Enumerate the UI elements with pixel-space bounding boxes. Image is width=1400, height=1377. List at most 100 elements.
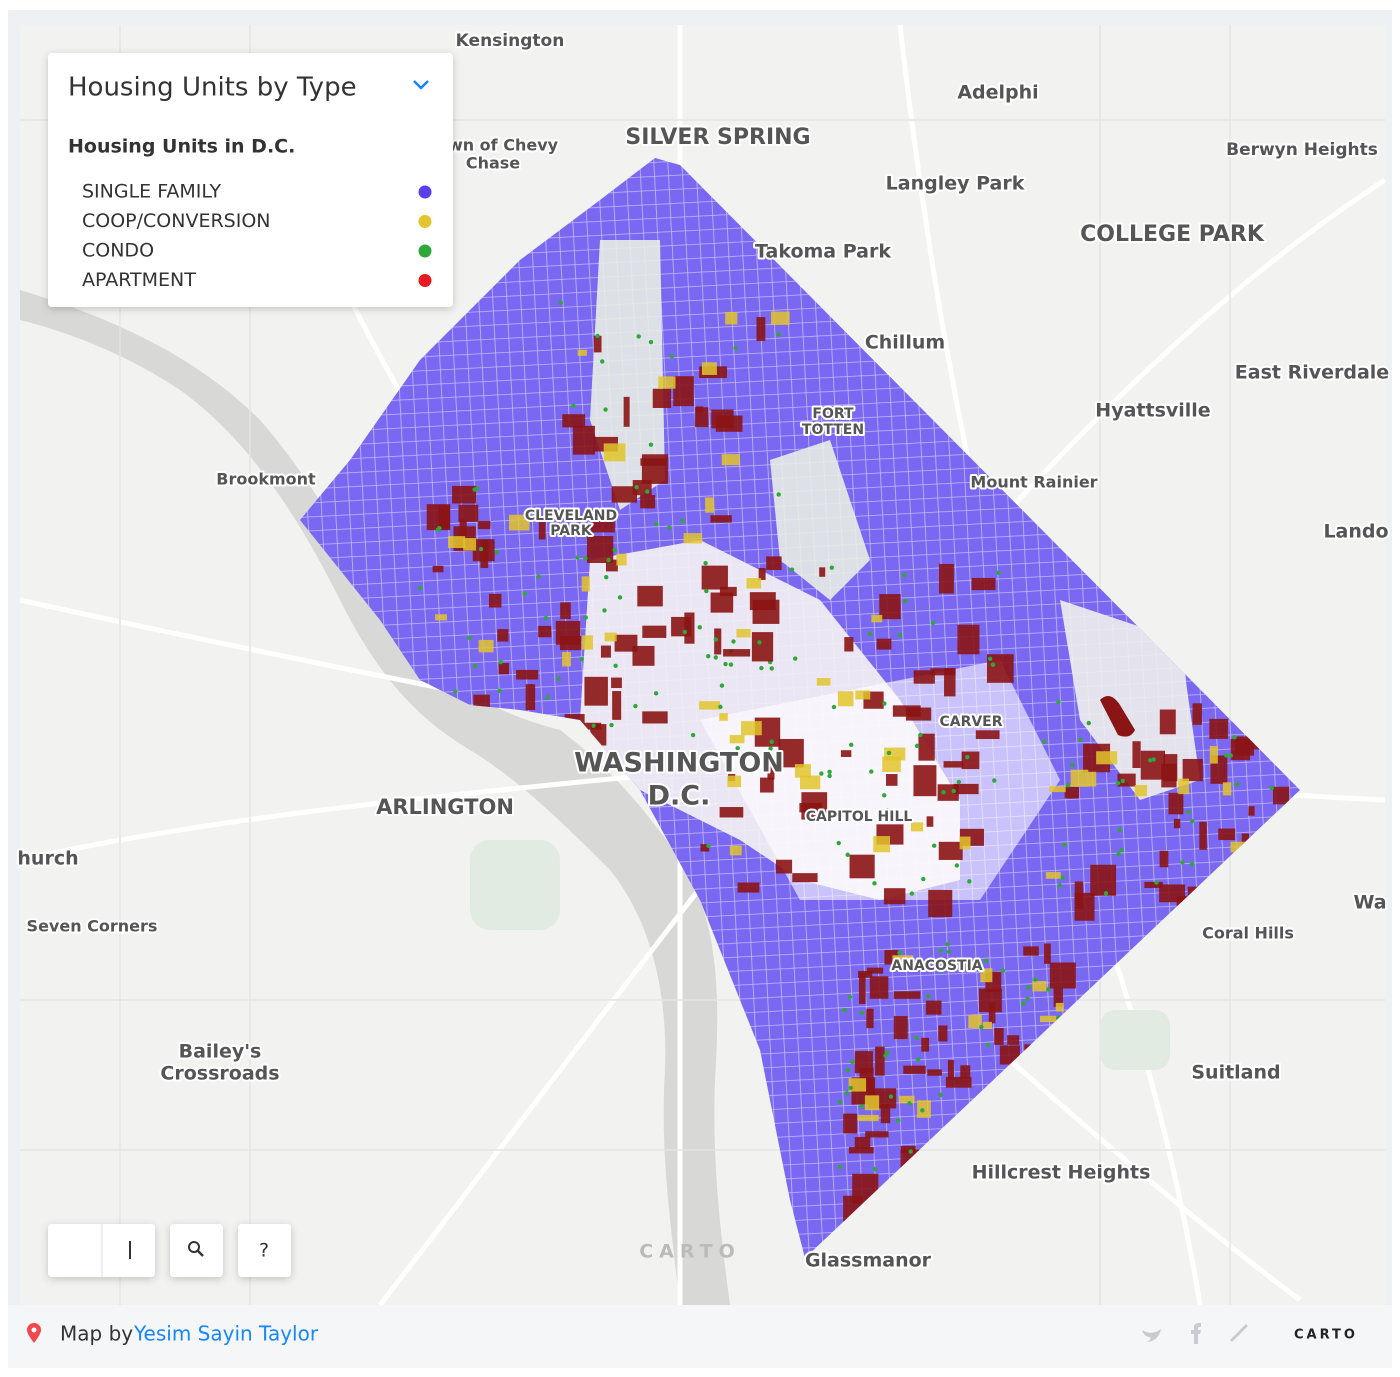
apartment-patch <box>778 738 804 768</box>
condo-dot <box>1103 891 1109 896</box>
footer-prefix: Map by <box>60 1322 133 1346</box>
apartment-patch <box>673 376 694 407</box>
condo-dot <box>845 1067 850 1073</box>
apartment-patch <box>684 612 695 644</box>
apartment-patch <box>758 567 766 580</box>
condo-dot <box>859 1104 864 1109</box>
condo-dot <box>836 840 841 846</box>
apartment-patch <box>880 1104 891 1124</box>
apartment-patch <box>480 540 489 569</box>
condo-dot <box>604 575 609 580</box>
condo-dot <box>498 659 503 665</box>
apartment-patch <box>925 1000 942 1015</box>
condo-dot <box>735 746 740 751</box>
coop-patch <box>741 721 762 736</box>
place-label: Wa <box>1353 892 1386 914</box>
apartment-patch <box>792 873 818 883</box>
twitter-share[interactable] <box>1142 1329 1161 1342</box>
condo-dot <box>1026 984 1031 990</box>
place-label: Chillum <box>865 332 945 354</box>
condo-dot <box>946 949 952 954</box>
apartment-patch <box>632 645 655 666</box>
apartment-patch <box>848 1147 874 1154</box>
legend-swatch <box>418 215 432 228</box>
apartment-patch <box>975 730 1000 740</box>
condo-dot <box>591 723 596 728</box>
link-share[interactable] <box>1230 1324 1248 1342</box>
apartment-patch <box>478 521 491 530</box>
condo-dot <box>417 585 423 591</box>
coop-patch <box>683 533 703 544</box>
apartment-patch <box>854 1136 871 1149</box>
condo-dot <box>1021 1001 1026 1006</box>
condo-dot <box>537 517 543 522</box>
condo-dot <box>759 665 764 671</box>
coop-patch <box>1209 745 1218 764</box>
condo-dot <box>903 598 908 604</box>
author-link[interactable]: Yesim Sayin Taylor <box>133 1322 319 1346</box>
apartment-patch <box>1182 758 1203 782</box>
apartment-patch <box>1007 1035 1020 1045</box>
condo-dot <box>915 1057 921 1062</box>
apartment-patch <box>900 1145 916 1154</box>
apartment-patch <box>700 844 710 852</box>
apartment-patch <box>1074 892 1095 921</box>
condo-dot <box>1119 847 1124 853</box>
condo-dot <box>453 689 458 694</box>
coop-patch <box>658 376 676 389</box>
help-button[interactable]: ? <box>259 1240 269 1262</box>
condo-dot <box>930 620 936 626</box>
apartment-patch <box>432 565 444 573</box>
apartment-patch <box>719 807 744 818</box>
condo-dot <box>653 691 659 696</box>
condo-dot <box>497 688 502 694</box>
place-label: Langley Park <box>886 173 1025 195</box>
condo-dot <box>842 1007 847 1013</box>
coop-patch <box>604 632 617 642</box>
condo-dot <box>859 1010 864 1016</box>
coop-patch <box>478 639 494 653</box>
apartment-patch <box>751 632 774 662</box>
place-label: WASHINGTON <box>574 748 784 779</box>
apartment-patch <box>876 638 892 650</box>
condo-dot <box>583 556 588 561</box>
apartment-patch <box>525 684 536 710</box>
condo-dot <box>768 746 773 751</box>
apartment-patch <box>652 388 672 408</box>
coop-patch <box>882 756 901 772</box>
condo-dot <box>909 891 915 896</box>
coop-patch <box>873 836 891 853</box>
legend-label: SINGLE FAMILY <box>82 181 221 203</box>
zoom-out-button[interactable] <box>48 1224 102 1277</box>
apartment-patch <box>1159 709 1176 735</box>
condo-dot <box>1025 996 1030 1002</box>
apartment-patch <box>611 677 622 689</box>
apartment-patch <box>640 458 667 466</box>
condo-dot <box>985 1042 991 1048</box>
condo-dot <box>706 843 711 849</box>
apartment-patch <box>927 1069 942 1076</box>
condo-dot <box>645 489 650 494</box>
place-label: Glassmanor <box>805 1250 932 1272</box>
apartment-patch <box>886 774 898 786</box>
condo-dot <box>769 666 774 671</box>
apartment-patch <box>859 973 866 1004</box>
condo-dot <box>938 968 944 974</box>
legend-swatch <box>418 244 432 258</box>
collapse-toggle[interactable] <box>413 80 429 90</box>
apartment-patch <box>875 1046 885 1076</box>
apartment-patch <box>1053 987 1063 1007</box>
apartment-patch <box>1235 736 1255 756</box>
search-button[interactable] <box>188 1241 204 1257</box>
condo-dot <box>575 555 580 560</box>
apartment-patch <box>623 396 630 427</box>
condo-dot <box>706 653 711 659</box>
condo-dot <box>918 732 923 738</box>
apartment-patch <box>994 1027 1004 1045</box>
coop-patch <box>800 775 821 790</box>
condo-dot <box>831 704 837 710</box>
facebook-share[interactable] <box>1191 1323 1201 1344</box>
coop-patch <box>968 1014 982 1029</box>
condo-dot <box>1189 861 1195 867</box>
